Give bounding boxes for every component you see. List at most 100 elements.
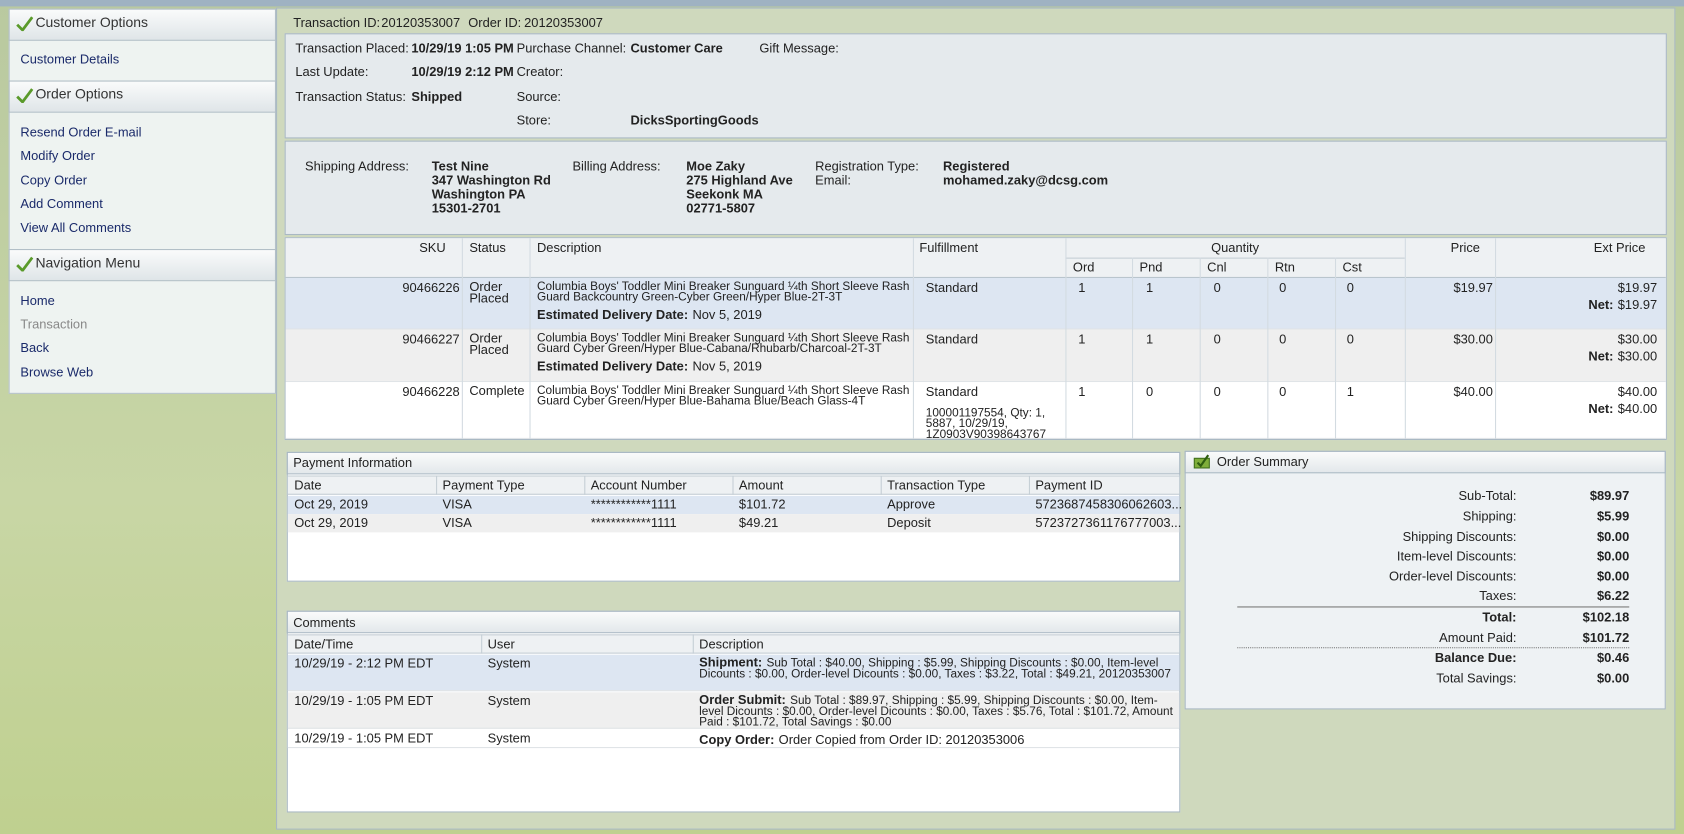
sidebar-header bbox=[8, 249, 277, 282]
column-divider bbox=[436, 475, 438, 495]
detail-label: Creator: bbox=[516, 64, 564, 80]
summary-value: $0.00 bbox=[1597, 548, 1630, 564]
column-header: Description bbox=[699, 636, 764, 652]
detail-value: Shipped bbox=[411, 89, 463, 105]
sidebar-link[interactable]: Resend Order E-mail bbox=[20, 124, 142, 140]
column-divider bbox=[732, 475, 734, 495]
comment-text: Sub Total : $40.00, Shipping : $5.99, Sh… bbox=[699, 656, 1171, 681]
sidebar-link: Transaction bbox=[20, 316, 88, 332]
sidebar-link[interactable]: Add Comment bbox=[20, 196, 103, 212]
net-value: $40.00 bbox=[1617, 401, 1658, 417]
sku: 90466227 bbox=[402, 331, 460, 347]
summary-value: $89.97 bbox=[1589, 488, 1630, 504]
summary-value: $101.72 bbox=[1582, 630, 1630, 646]
quantity: 1 bbox=[1078, 331, 1086, 347]
summary-label: Item-level Discounts: bbox=[1396, 548, 1517, 564]
column-divider bbox=[1065, 238, 1067, 439]
comment-row bbox=[287, 729, 1180, 749]
sidebar-link[interactable]: Back bbox=[20, 340, 50, 356]
column-header: Amount bbox=[738, 477, 784, 493]
sidebar-link[interactable]: Home bbox=[20, 293, 55, 309]
comment-type: Copy Order: bbox=[699, 731, 775, 748]
payment-cell: Oct 29, 2019 bbox=[294, 515, 369, 531]
sidebar-link[interactable]: View All Comments bbox=[20, 220, 132, 236]
comment-datetime: 10/29/19 - 2:12 PM EDT bbox=[294, 655, 434, 671]
quantity: 1 bbox=[1078, 280, 1086, 296]
detail-label: Transaction Placed: bbox=[295, 40, 409, 56]
description: Columbia Boys' Toddler Mini Breaker Sung… bbox=[537, 280, 910, 304]
comment-type: Shipment: bbox=[699, 654, 763, 670]
address-label: Billing Address: bbox=[572, 158, 661, 174]
price: $30.00 bbox=[1453, 331, 1493, 347]
column-divider bbox=[1028, 475, 1030, 495]
delivery: Estimated Delivery Date: Nov 5, 2019 bbox=[537, 307, 915, 322]
price: $40.00 bbox=[1453, 384, 1493, 400]
payment-cell: VISA bbox=[442, 515, 472, 531]
column-header: Price bbox=[1450, 240, 1480, 256]
column-header: Ord bbox=[1072, 259, 1095, 275]
address-line: Moe Zaky bbox=[686, 158, 746, 174]
item-row bbox=[285, 277, 1666, 330]
summary-label: Order-level Discounts: bbox=[1388, 568, 1517, 584]
column-header: Payment ID bbox=[1035, 477, 1103, 493]
sidebar-link[interactable]: Modify Order bbox=[20, 148, 95, 164]
address-line: Washington PA bbox=[431, 186, 526, 202]
quantity: 0 bbox=[1145, 384, 1154, 400]
delivery-label: Estimated Delivery Date: bbox=[537, 358, 689, 374]
check-icon bbox=[16, 256, 34, 272]
sidebar-link[interactable]: Customer Details bbox=[20, 51, 120, 67]
icon-check bbox=[1196, 454, 1210, 468]
comment-row bbox=[287, 654, 1180, 692]
summary-icon bbox=[1193, 454, 1210, 469]
address-label: Email: bbox=[815, 172, 851, 188]
summary-label: Taxes: bbox=[1479, 588, 1517, 604]
details-box bbox=[284, 33, 1667, 139]
sku: 90466228 bbox=[402, 384, 460, 400]
sidebar-link[interactable]: Copy Order bbox=[20, 172, 88, 188]
detail-label: Transaction Status: bbox=[295, 89, 406, 105]
qty-header-divider bbox=[1065, 257, 1405, 259]
detail-label: Purchase Channel: bbox=[516, 40, 627, 56]
order-id: 20120353007 bbox=[524, 15, 603, 31]
column-header: Transaction Type bbox=[887, 477, 986, 493]
quantity: 0 bbox=[1346, 280, 1354, 296]
payment-row bbox=[287, 495, 1180, 515]
comment-user: System bbox=[487, 693, 531, 709]
column-header: Fulfillment bbox=[919, 240, 979, 256]
column-header: Date/Time bbox=[294, 636, 354, 652]
payment-cell: $49.21 bbox=[738, 515, 779, 531]
panel-title: Payment Information bbox=[293, 455, 413, 471]
sidebar-link[interactable]: Browse Web bbox=[20, 364, 94, 380]
comment-datetime: 10/29/19 - 1:05 PM EDT bbox=[294, 730, 434, 746]
detail-label: Last Update: bbox=[295, 64, 369, 80]
label: Order ID: bbox=[468, 15, 522, 31]
detail-value: DicksSportingGoods bbox=[630, 112, 759, 128]
comments-header bbox=[287, 634, 1180, 654]
panel-title: Order Summary bbox=[1216, 454, 1309, 470]
delivery-label: Estimated Delivery Date: bbox=[537, 306, 689, 322]
column-divider bbox=[529, 238, 531, 439]
quantity: 0 bbox=[1279, 331, 1287, 347]
description-cell: Columbia Boys' Toddler Mini Breaker Sung… bbox=[537, 281, 915, 322]
summary-value: $0.46 bbox=[1597, 650, 1630, 666]
ext-price: $30.00 bbox=[1617, 331, 1658, 347]
net-label: Net: bbox=[1588, 348, 1614, 364]
summary-value: $5.99 bbox=[1597, 508, 1630, 524]
comment-type: Order Submit: bbox=[699, 692, 786, 708]
payment-cell: $101.72 bbox=[738, 496, 786, 512]
status: Order Placed bbox=[469, 279, 509, 306]
quantity: 1 bbox=[1346, 384, 1354, 400]
column-divider bbox=[1131, 257, 1134, 439]
column-divider bbox=[584, 475, 586, 495]
address-line: 347 Washington Rd bbox=[431, 172, 551, 188]
check-path bbox=[16, 88, 34, 104]
panel-title-bar bbox=[286, 610, 1181, 634]
net: Net: $40.00 bbox=[1588, 401, 1657, 416]
column-header: Cst bbox=[1342, 259, 1362, 275]
sku: 90466226 bbox=[402, 280, 460, 296]
fulfillment: Standard bbox=[925, 280, 979, 296]
quantity: 0 bbox=[1213, 384, 1221, 400]
detail-value: 10/29/19 1:05 PM bbox=[411, 40, 514, 56]
comment-text: Sub Total : $89.97, Shipping : $5.99, Sh… bbox=[699, 694, 1173, 729]
